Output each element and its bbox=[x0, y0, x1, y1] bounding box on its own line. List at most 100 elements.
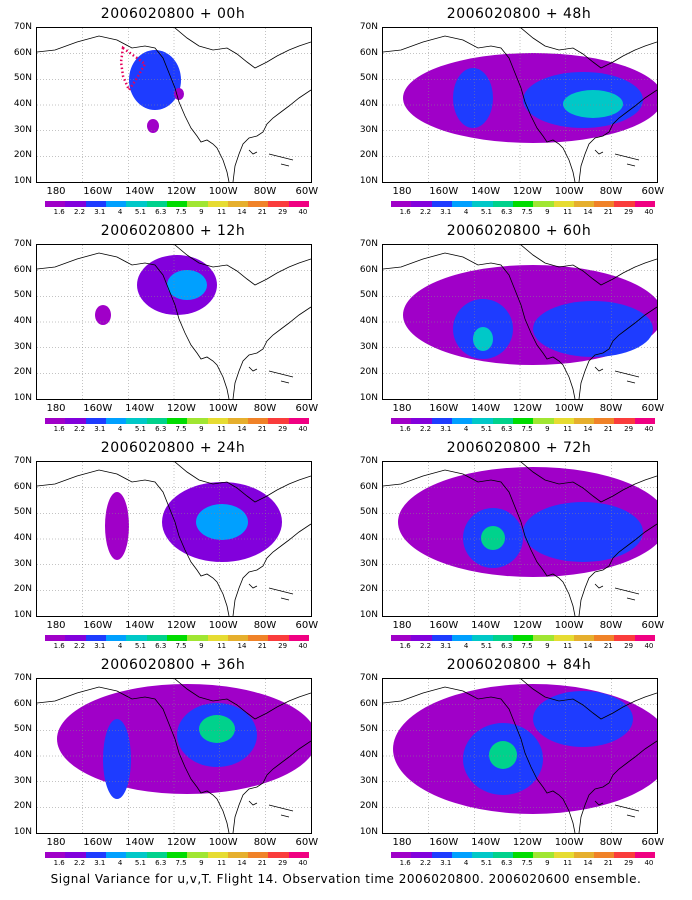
variance-shading bbox=[129, 50, 181, 110]
colorbar-segment bbox=[553, 201, 574, 207]
longitude-label: 180 bbox=[46, 620, 66, 631]
colorbar-label: 14 bbox=[237, 425, 247, 433]
longitude-label: 160W bbox=[83, 403, 113, 414]
colorbar-label: 3.1 bbox=[440, 642, 452, 650]
colorbar-segment bbox=[634, 201, 656, 207]
latitude-label: 40N bbox=[13, 533, 32, 543]
colorbar-label: 1.6 bbox=[53, 859, 65, 867]
map-panel-72h: 2006020800 + 72h 70N 60N 50N 40N 30N 20N 10N 180… bbox=[346, 436, 692, 653]
colorbar-segment bbox=[268, 635, 289, 641]
longitude-label: 160W bbox=[83, 186, 113, 197]
panel-title: 2006020800 + 72h bbox=[446, 440, 592, 456]
colorbar-label: 5.1 bbox=[134, 425, 147, 433]
colorbar-label: 14 bbox=[583, 208, 593, 216]
colorbar-label: 3.1 bbox=[94, 425, 106, 433]
colorbar-segment bbox=[533, 635, 554, 641]
latitude-label: 30N bbox=[359, 558, 378, 569]
colorbar-segment bbox=[492, 201, 513, 207]
colorbar-label: 9 bbox=[545, 859, 550, 867]
colorbar-segment bbox=[634, 852, 656, 858]
map-frame bbox=[382, 461, 658, 617]
colorbar-label: 4 bbox=[463, 425, 469, 433]
colorbar-segment bbox=[614, 635, 635, 641]
longitude-label: 100W bbox=[554, 837, 584, 848]
colorbar-label: 40 bbox=[644, 642, 654, 650]
colorbar-label: 40 bbox=[644, 208, 654, 216]
colorbar-segment bbox=[391, 418, 412, 424]
colorbar-label: 7.5 bbox=[175, 859, 187, 867]
colorbar-label: 5.1 bbox=[480, 642, 493, 650]
longitude-label: 100W bbox=[554, 620, 584, 631]
colorbar-label: 9 bbox=[545, 425, 550, 433]
colorbar-label: 11 bbox=[217, 425, 227, 433]
longitude-label: 140W bbox=[471, 837, 501, 848]
longitude-label: 140W bbox=[125, 837, 155, 848]
panel-title: 2006020800 + 24h bbox=[100, 440, 246, 456]
figure-caption: Signal Variance for u,v,T. Flight 14. Ob… bbox=[50, 872, 642, 886]
map-panel-12h: 2006020800 + 12h 70N 60N 50N 40N 30N 20N 10N 180… bbox=[0, 219, 346, 436]
colorbar-segment bbox=[553, 852, 574, 858]
colorbar-label: 2.2 bbox=[73, 208, 86, 216]
colorbar-segment bbox=[411, 852, 432, 858]
colorbar-segment bbox=[472, 201, 493, 207]
colorbar-label: 40 bbox=[298, 208, 308, 216]
panel-title: 2006020800 + 60h bbox=[446, 223, 592, 239]
map-frame bbox=[382, 27, 658, 183]
colorbar-segment bbox=[533, 418, 554, 424]
colorbar-segment bbox=[65, 635, 86, 641]
colorbar-segment bbox=[614, 201, 635, 207]
colorbar-label: 7.5 bbox=[175, 208, 187, 216]
coastline bbox=[37, 462, 311, 616]
panel-title: 2006020800 + 84h bbox=[446, 657, 592, 673]
panel-title: 2006020800 + 12h bbox=[100, 223, 246, 239]
latitude-label: 60N bbox=[359, 481, 378, 492]
variance-shading bbox=[174, 88, 184, 100]
colorbar-segment bbox=[45, 635, 66, 641]
map-frame bbox=[36, 244, 312, 400]
colorbar-segment bbox=[85, 201, 106, 207]
map-panel-60h: 2006020800 + 60h 70N 60N 50N 40N 30N 20N 10N 180… bbox=[346, 219, 692, 436]
colorbar-segment bbox=[268, 201, 289, 207]
latitude-label: 50N bbox=[359, 724, 378, 735]
colorbar-segment bbox=[431, 635, 452, 641]
map-frame bbox=[36, 461, 312, 617]
longitude-label: 160W bbox=[429, 186, 459, 197]
colorbar-segment bbox=[451, 852, 473, 858]
colorbar-segment bbox=[594, 201, 615, 207]
variance-shading bbox=[199, 715, 235, 743]
latitude-label: 40N bbox=[13, 316, 32, 326]
latitude-label: 50N bbox=[13, 73, 32, 84]
colorbar-label: 1.6 bbox=[53, 425, 65, 433]
colorbar-label: 21 bbox=[603, 859, 613, 867]
longitude-label: 120W bbox=[166, 837, 196, 848]
colorbar-label: 4 bbox=[117, 208, 123, 216]
colorbar-label: 40 bbox=[644, 425, 654, 433]
colorbar-label: 5.1 bbox=[480, 208, 493, 216]
colorbar-label: 21 bbox=[257, 859, 267, 867]
latitude-label: 30N bbox=[13, 558, 32, 569]
colorbar-segment bbox=[573, 852, 595, 858]
longitude-label: 60W bbox=[641, 403, 665, 414]
colorbar-label: 2.2 bbox=[419, 642, 432, 650]
colorbar-label: 3.1 bbox=[440, 425, 452, 433]
colorbar-label: 2.2 bbox=[73, 642, 86, 650]
colorbar-segment bbox=[512, 635, 534, 641]
map-svg bbox=[383, 679, 657, 833]
colorbar-label: 29 bbox=[624, 642, 634, 650]
colorbar-segment bbox=[126, 201, 147, 207]
colorbar-segment bbox=[492, 852, 513, 858]
latitude-label: 30N bbox=[359, 775, 378, 786]
longitude-label: 60W bbox=[295, 620, 319, 631]
colorbar-label: 2.2 bbox=[73, 859, 86, 867]
colorbar-segment bbox=[634, 635, 656, 641]
longitude-label: 140W bbox=[471, 186, 501, 197]
colorbar-segment bbox=[126, 418, 147, 424]
panel-title: 2006020800 + 48h bbox=[446, 6, 592, 22]
colorbar-segment bbox=[45, 201, 66, 207]
colorbar-segment bbox=[533, 852, 554, 858]
colorbar-segment bbox=[248, 852, 269, 858]
colorbar bbox=[45, 418, 310, 424]
colorbar bbox=[391, 201, 656, 207]
colorbar-label: 5.1 bbox=[134, 859, 147, 867]
longitude-label: 100W bbox=[208, 403, 238, 414]
